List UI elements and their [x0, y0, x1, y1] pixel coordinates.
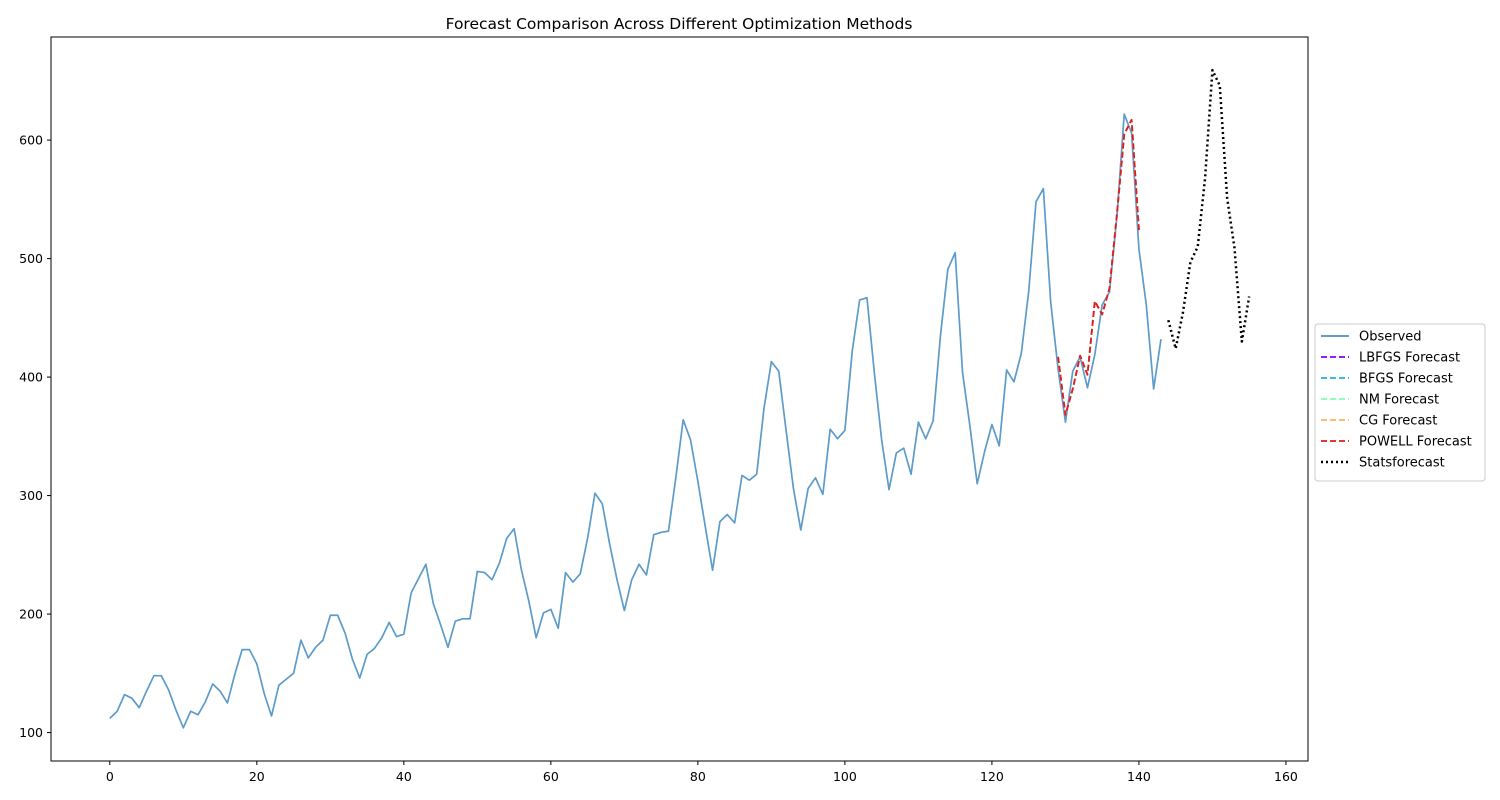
series-line-cg-forecast [1057, 119, 1140, 416]
legend-label-bfgs-forecast: BFGS Forecast [1359, 372, 1453, 387]
x-tick-label: 160 [1274, 769, 1298, 784]
legend: Observed LBFGS Forecast BFGS Forecast NM Fo… [1314, 323, 1486, 482]
x-tick-label: 60 [543, 769, 559, 784]
legend-label-lbfgs-forecast: LBFGS Forecast [1359, 351, 1460, 366]
series-line-observed [109, 113, 1162, 729]
legend-label-statsforecast: Statsforecast [1359, 456, 1445, 471]
chart-title: Forecast Comparison Across Different Opt… [446, 15, 913, 33]
y-tick-label: 400 [19, 370, 43, 385]
axes-frame [50, 36, 1309, 762]
plot-area: 0 20 40 60 80 100 120 140 160 100 200 300 400 500 600 [19, 36, 1309, 784]
series-line-nm-forecast [1057, 119, 1140, 416]
y-tick-label: 200 [19, 607, 43, 622]
series-line-bfgs-forecast [1057, 119, 1140, 416]
y-tick-label: 100 [19, 725, 43, 740]
series-line-powell-forecast [1057, 119, 1140, 416]
legend-label-powell-forecast: POWELL Forecast [1359, 435, 1472, 450]
x-tick-label: 140 [1127, 769, 1151, 784]
y-tick-label: 600 [19, 133, 43, 148]
legend-label-nm-forecast: NM Forecast [1359, 393, 1439, 408]
x-tick-label: 100 [833, 769, 857, 784]
x-tick-label: 80 [690, 769, 706, 784]
series-line-lbfgs-forecast [1057, 119, 1140, 416]
x-tick-label: 40 [396, 769, 412, 784]
legend-label-cg-forecast: CG Forecast [1359, 414, 1437, 429]
x-tick-label: 0 [106, 769, 114, 784]
x-tick-label: 20 [249, 769, 265, 784]
x-tick-label: 120 [980, 769, 1004, 784]
series-line-statsforecast [1167, 68, 1251, 350]
legend-label-observed: Observed [1359, 330, 1422, 345]
y-tick-label: 500 [19, 251, 43, 266]
y-tick-label: 300 [19, 488, 43, 503]
legend-box [1314, 323, 1486, 482]
